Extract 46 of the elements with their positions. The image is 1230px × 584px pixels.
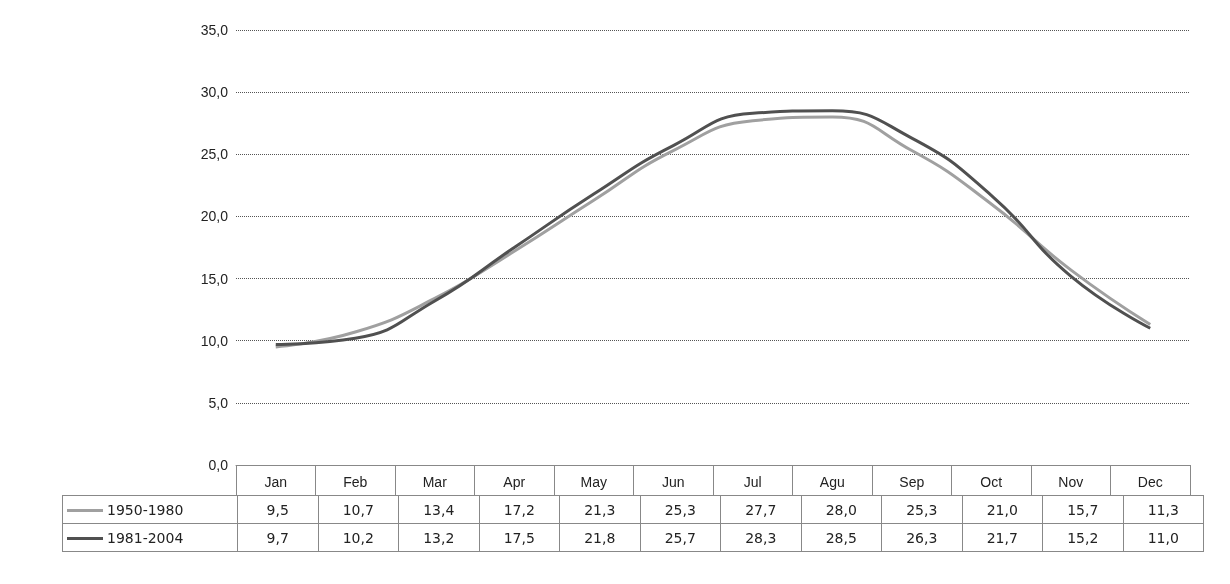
y-tick-label: 20,0 [200,208,229,225]
data-label: 28,0 [801,495,882,524]
data-label: 17,5 [479,523,560,552]
x-tick-label: Jul [743,474,762,490]
x-tick-label: Apr [503,474,526,490]
y-tick-label: 35,0 [200,22,229,38]
y-tick-label: 15,0 [200,270,229,287]
data-label: 11,0 [1123,523,1204,552]
data-label: 28,5 [801,523,882,552]
data-label: 10,7 [318,495,399,524]
data-label: 17,2 [479,495,560,524]
x-tick-label: Sep [899,474,925,490]
x-tick-label: Mar [422,474,448,490]
data-label: 21,0 [962,495,1043,524]
data-label: 21,7 [962,523,1043,552]
x-tick-label: Dec [1137,474,1163,490]
data-label: 11,3 [1123,495,1204,524]
y-tick-label: 25,0 [200,146,229,163]
data-label: 26,3 [881,523,962,552]
data-label: 25,3 [640,495,721,524]
data-label: 10,2 [318,523,399,552]
legend-label: 1950-1980 [62,495,238,524]
y-tick-label: 5,0 [208,394,229,411]
data-label: 21,3 [559,495,640,524]
x-tick-label: Jan [264,474,288,490]
data-label: 15,7 [1042,495,1123,524]
data-label: 25,3 [881,495,962,524]
data-label: 13,4 [398,495,479,524]
x-tick-label: Jun [661,474,685,490]
x-tick-label: Oct [980,474,1003,490]
x-tick-label: May [580,474,607,490]
data-label: 25,7 [640,523,721,552]
data-label: 15,2 [1042,523,1123,552]
data-label: 27,7 [720,495,801,524]
data-label: 28,3 [720,523,801,552]
data-label: 21,8 [559,523,640,552]
y-tick-label: 10,0 [200,332,229,349]
x-tick-label: Nov [1058,474,1084,490]
data-label: 9,5 [237,495,318,524]
data-label: 13,2 [398,523,479,552]
x-tick-label: Agu [819,474,845,490]
data-label: 9,7 [237,523,318,552]
y-tick-label: 0,0 [208,457,229,473]
x-tick-label: Feb [343,474,368,490]
legend-label: 1981-2004 [62,523,238,552]
y-tick-label: 30,0 [200,84,229,101]
